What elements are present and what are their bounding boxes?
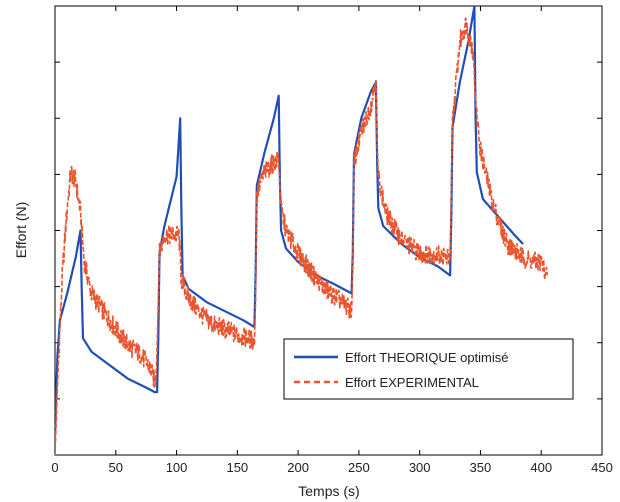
x-tick-label: 200 [287, 460, 309, 475]
x-axis-label: Temps (s) [298, 483, 359, 499]
x-tick-label: 250 [348, 460, 370, 475]
x-tick-label: 400 [530, 460, 552, 475]
y-ticks [55, 5, 602, 456]
x-tick-label: 50 [109, 460, 123, 475]
x-tick-label: 100 [166, 460, 188, 475]
series-layer [55, 6, 549, 455]
x-tick-label: 150 [226, 460, 248, 475]
legend: Effort THEORIQUE optimisé Effort EXPERIM… [283, 338, 574, 400]
x-tick-label: 450 [591, 460, 613, 475]
legend-label-experimental: Effort EXPERIMENTAL [345, 375, 479, 390]
y-axis-label: Effort (N) [13, 202, 29, 259]
x-tick-label: 0 [51, 460, 58, 475]
x-tick-label: 300 [409, 460, 431, 475]
legend-label-theorique: Effort THEORIQUE optimisé [345, 350, 509, 365]
series-line-experimental [55, 17, 549, 455]
legend-box [283, 338, 574, 400]
x-tick-label: 350 [470, 460, 492, 475]
